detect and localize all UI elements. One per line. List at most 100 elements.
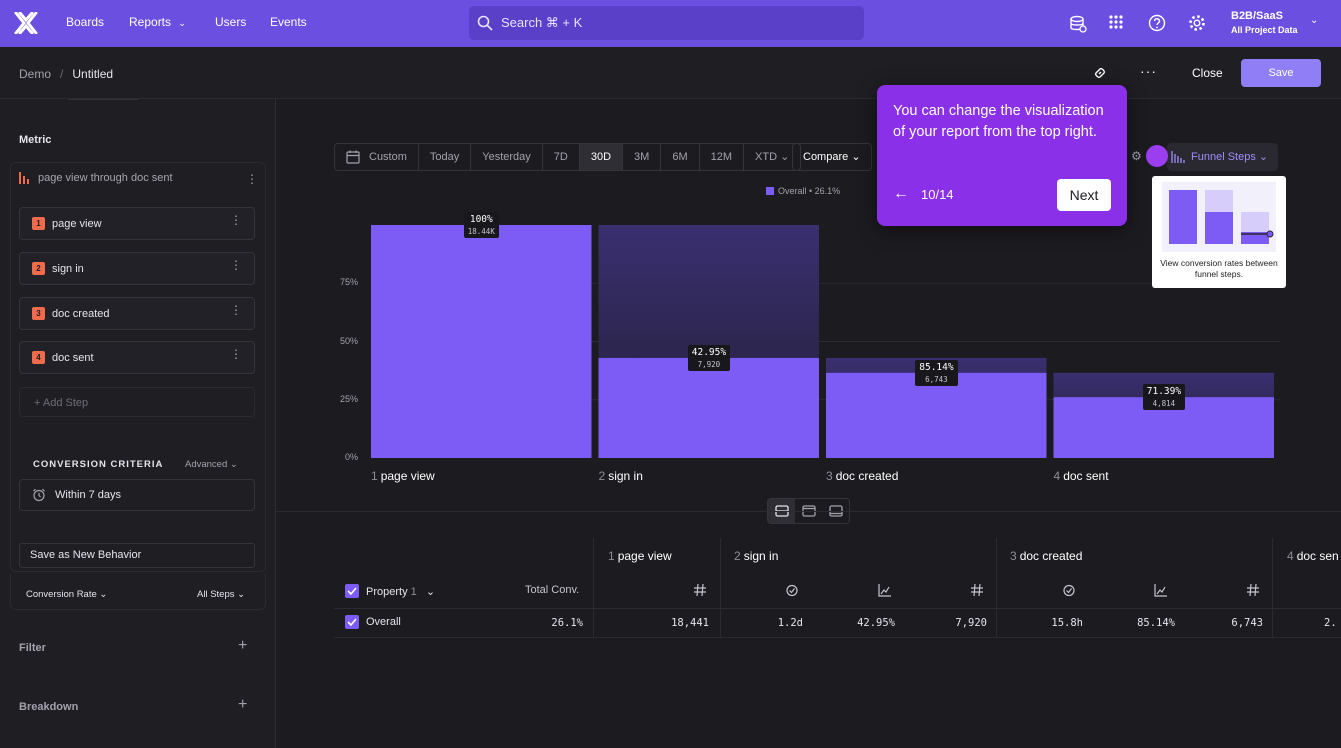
row-checkbox[interactable] (345, 615, 359, 629)
nav-events[interactable]: Events (270, 15, 307, 29)
conversion-rate-label: Conversion Rate (26, 589, 97, 600)
metric-name[interactable]: page view through doc sent (19, 172, 173, 184)
step-item[interactable]: 3 doc created ⋮ (19, 297, 255, 330)
compare-dropdown[interactable]: Compare ⌄ (792, 143, 872, 171)
chevron-down-icon: ⌄ (178, 18, 186, 28)
step-menu-icon[interactable]: ⋮ (230, 213, 242, 227)
conversion-window-field[interactable]: Within 7 days (19, 479, 255, 511)
x-axis-label: 3 doc created (826, 469, 898, 483)
date-option-custom[interactable]: Custom (335, 144, 419, 170)
gear-icon[interactable] (1188, 14, 1208, 34)
search-input[interactable]: Search ⌘ + K (469, 6, 864, 40)
property-count: 1 (410, 586, 417, 598)
step-number: 4 (32, 351, 45, 364)
step-item[interactable]: 4 doc sent ⋮ (19, 341, 255, 374)
count-hash-icon (971, 583, 983, 597)
step-number: 1 (32, 217, 45, 230)
arrow-left-icon[interactable]: ← (893, 185, 909, 202)
check-icon (347, 587, 357, 596)
time-to-convert-icon (786, 584, 798, 597)
database-icon[interactable] (1068, 14, 1088, 34)
step-number: 2 (32, 262, 45, 275)
column-divider (996, 538, 997, 638)
step-number: 3 (826, 469, 833, 483)
apps-grid-icon[interactable] (1108, 14, 1128, 34)
project-selector[interactable]: B2B/SaaS All Project Data (1231, 10, 1298, 35)
funnel-bar[interactable] (826, 372, 1047, 458)
date-option-6m[interactable]: 6M (661, 144, 700, 170)
visualization-picker[interactable]: Funnel Steps ⌄ (1167, 143, 1279, 171)
bar-percent: 71.39% (1146, 386, 1182, 398)
close-button[interactable]: Close (1192, 66, 1223, 80)
advanced-label: Advanced (185, 459, 228, 470)
bar-count: 4,814 (1152, 399, 1176, 409)
funnel-bar[interactable] (371, 225, 592, 458)
add-breakdown-icon[interactable]: + (238, 696, 248, 713)
x-axis-label: 4 doc sent (1054, 469, 1109, 483)
date-option-today[interactable]: Today (419, 144, 472, 170)
funnel-bar[interactable] (598, 357, 820, 458)
report-header: Demo / Untitled ··· Close Save (0, 47, 1341, 99)
breadcrumb-root[interactable]: Demo (19, 67, 52, 81)
step-number: 1 (371, 469, 378, 483)
date-option-yesterday[interactable]: Yesterday (471, 144, 543, 170)
funnel-chart (370, 225, 1280, 458)
link-icon[interactable] (1093, 66, 1107, 80)
tour-next-button[interactable]: Next (1057, 179, 1111, 211)
step-number: 4 (1053, 469, 1061, 483)
nav-users[interactable]: Users (215, 15, 247, 29)
step-item[interactable]: 2 sign in ⋮ (19, 252, 255, 285)
select-all-checkbox[interactable] (345, 584, 359, 598)
nav-boards[interactable]: Boards (66, 15, 105, 29)
step-menu-icon[interactable]: ⋮ (230, 303, 242, 317)
total-conv-header: Total Conv. (525, 584, 580, 596)
y-tick-label: 75% (339, 277, 358, 288)
more-options-icon[interactable]: ··· (1140, 63, 1157, 79)
date-option-3m[interactable]: 3M (623, 144, 662, 170)
date-option-30d[interactable]: 30D (579, 144, 624, 170)
add-filter-icon[interactable]: + (238, 637, 248, 654)
conversion-window-value: Within 7 days (55, 489, 122, 501)
all-steps-dropdown[interactable]: All Steps ⌄ (197, 589, 245, 600)
table-cell: 18,441 (671, 617, 709, 629)
filter-title: Filter (19, 642, 46, 654)
step-menu-icon[interactable]: ⋮ (230, 258, 242, 272)
all-steps-label: All Steps (197, 589, 235, 600)
report-title[interactable]: Untitled (72, 67, 114, 81)
step-item[interactable]: 1 page view ⋮ (19, 207, 255, 240)
top-nav: Boards Reports ⌄ Users Events Search ⌘ +… (0, 0, 1341, 47)
advanced-dropdown[interactable]: Advanced ⌄ (185, 459, 238, 470)
y-tick-label: 50% (339, 335, 358, 346)
bar-percent: 42.95% (691, 346, 727, 358)
metric-menu-icon[interactable]: ⋮ (246, 172, 258, 186)
time-to-convert-icon (1063, 584, 1075, 597)
legend-swatch (766, 187, 774, 195)
save-button[interactable]: Save (1241, 59, 1321, 87)
legend-label: Overall • 26.1% (778, 186, 841, 196)
logo-icon[interactable] (14, 12, 38, 34)
column-divider (1272, 538, 1273, 638)
date-option-xtd[interactable]: XTD ⌄ (744, 144, 800, 170)
alarm-clock-icon (33, 488, 45, 502)
save-behavior-button[interactable]: Save as New Behavior (19, 543, 255, 568)
chevron-down-icon[interactable]: ⌄ (1310, 15, 1319, 26)
step-menu-icon[interactable]: ⋮ (230, 347, 242, 361)
funnel-bars-icon (1171, 151, 1185, 163)
visualization-preview-card: View conversion rates between funnel ste… (1152, 176, 1286, 288)
project-name: B2B/SaaS (1231, 10, 1283, 22)
conversion-rate-dropdown[interactable]: Conversion Rate ⌄ (26, 589, 107, 600)
date-option-12m[interactable]: 12M (700, 144, 745, 170)
sidebar: Metric page view through doc sent ⋮ 1 pag… (0, 99, 276, 748)
table-cell: 7,920 (955, 617, 987, 629)
property-header[interactable]: Property 1 ⌄ (366, 585, 435, 598)
date-option-7d[interactable]: 7D (543, 144, 580, 170)
date-option-label: XTD (755, 151, 778, 163)
settings-icon[interactable]: ⚙ (1131, 149, 1142, 163)
nav-reports[interactable]: Reports ⌄ (129, 15, 186, 29)
bar-percent: 100% (469, 214, 493, 225)
sidebar-tab-divider (68, 99, 138, 102)
funnel-chart-icon (19, 172, 29, 184)
help-icon[interactable] (1148, 14, 1168, 34)
step-number: 3 (1010, 549, 1017, 563)
add-step-button[interactable]: + Add Step (19, 387, 255, 417)
